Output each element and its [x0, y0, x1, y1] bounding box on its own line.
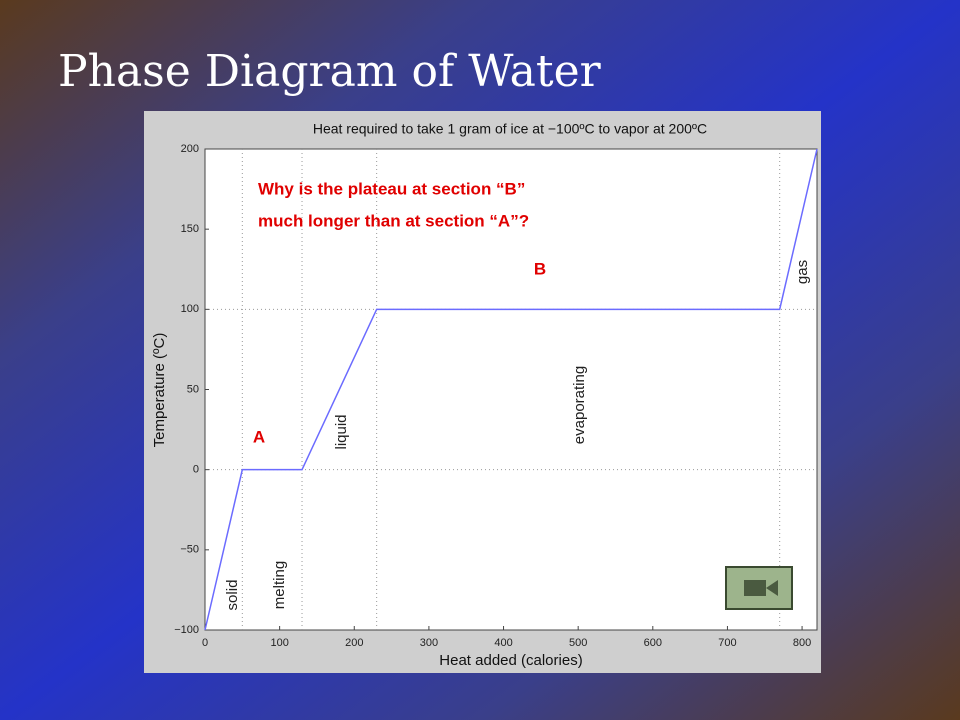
- y-tick-label: −100: [174, 624, 199, 636]
- camera-lens: [766, 580, 778, 596]
- chart: Heat required to take 1 gram of ice at −…: [151, 121, 818, 669]
- video-button[interactable]: [725, 566, 793, 610]
- y-tick-label: −50: [180, 544, 199, 556]
- x-tick-label: 0: [202, 637, 208, 649]
- x-tick-label: 500: [569, 637, 587, 649]
- annotation: much longer than at section “A”?: [258, 211, 529, 230]
- y-axis-label: Temperature (ºC): [151, 333, 168, 448]
- slide-title: Phase Diagram of Water: [58, 46, 602, 97]
- x-tick-label: 200: [345, 637, 363, 649]
- annotation: melting: [271, 561, 288, 609]
- annotation: liquid: [333, 414, 350, 449]
- y-tick-label: 150: [181, 223, 199, 235]
- plot-area: [204, 148, 818, 631]
- annotation: A: [253, 427, 265, 446]
- x-tick-label: 700: [718, 637, 736, 649]
- camera-body: [744, 580, 766, 596]
- y-tick-label: 100: [181, 303, 199, 315]
- y-tick-label: 200: [181, 143, 199, 155]
- annotation: gas: [794, 260, 811, 284]
- x-tick-label: 600: [644, 637, 662, 649]
- x-axis-label: Heat added (calories): [439, 652, 582, 669]
- x-tick-label: 100: [270, 637, 288, 649]
- y-tick-label: 50: [187, 383, 199, 395]
- annotation: evaporating: [571, 366, 588, 444]
- annotation: B: [534, 259, 546, 278]
- y-tick-label: 0: [193, 464, 199, 476]
- annotation: Why is the plateau at section “B”: [258, 179, 525, 198]
- x-tick-label: 400: [494, 637, 512, 649]
- x-tick-label: 300: [420, 637, 438, 649]
- chart-title: Heat required to take 1 gram of ice at −…: [313, 121, 707, 137]
- annotation: solid: [224, 580, 241, 611]
- line: [204, 148, 818, 631]
- x-tick-label: 800: [793, 637, 811, 649]
